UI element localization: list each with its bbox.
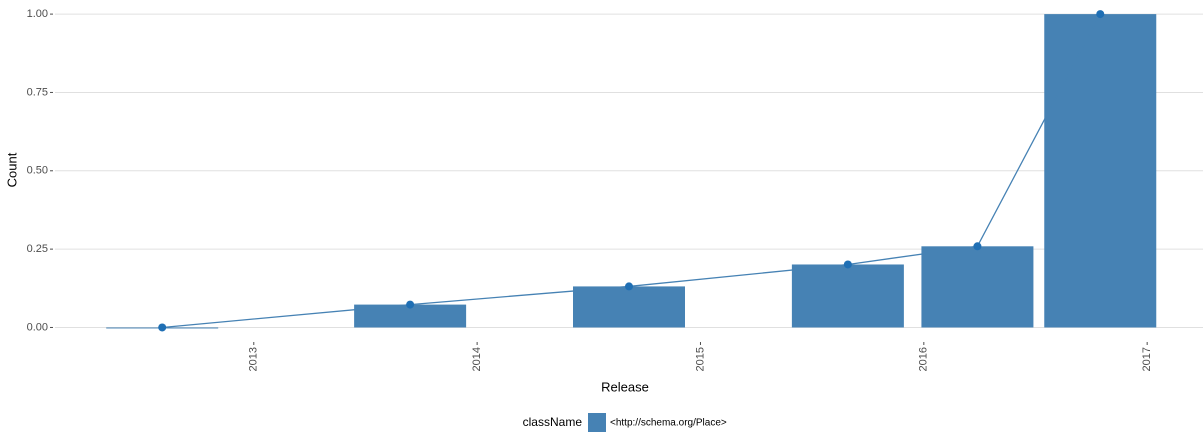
x-tick-label: 2016 [918, 347, 930, 371]
point [158, 323, 167, 332]
legend-title: className [523, 415, 583, 429]
point [973, 242, 982, 251]
y-tick-label: 0.75 [27, 86, 48, 98]
y-tick-label: 1.00 [27, 8, 48, 20]
x-axis-title: Release [601, 379, 649, 394]
point [406, 300, 415, 309]
x-tick-label: 2017 [1141, 347, 1153, 371]
y-axis-title: Count [4, 152, 19, 187]
bar [573, 286, 685, 328]
line [162, 13, 1101, 329]
y-tick-label: 0.50 [27, 165, 48, 177]
bar [921, 246, 1034, 328]
y-tick-label: 0.00 [27, 321, 48, 333]
x-tick-label: 2013 [248, 347, 260, 371]
bar [791, 264, 904, 328]
point [843, 260, 852, 269]
x-tick-label: 2014 [471, 347, 483, 371]
legend-swatch [588, 413, 606, 432]
y-tick-label: 0.25 [27, 243, 48, 255]
bar [1044, 14, 1157, 328]
x-tick-label: 2015 [694, 347, 706, 371]
point [625, 282, 633, 291]
bar [354, 304, 467, 328]
legend-label: <http://schema.org/Place> [610, 418, 727, 429]
point [1096, 10, 1105, 19]
